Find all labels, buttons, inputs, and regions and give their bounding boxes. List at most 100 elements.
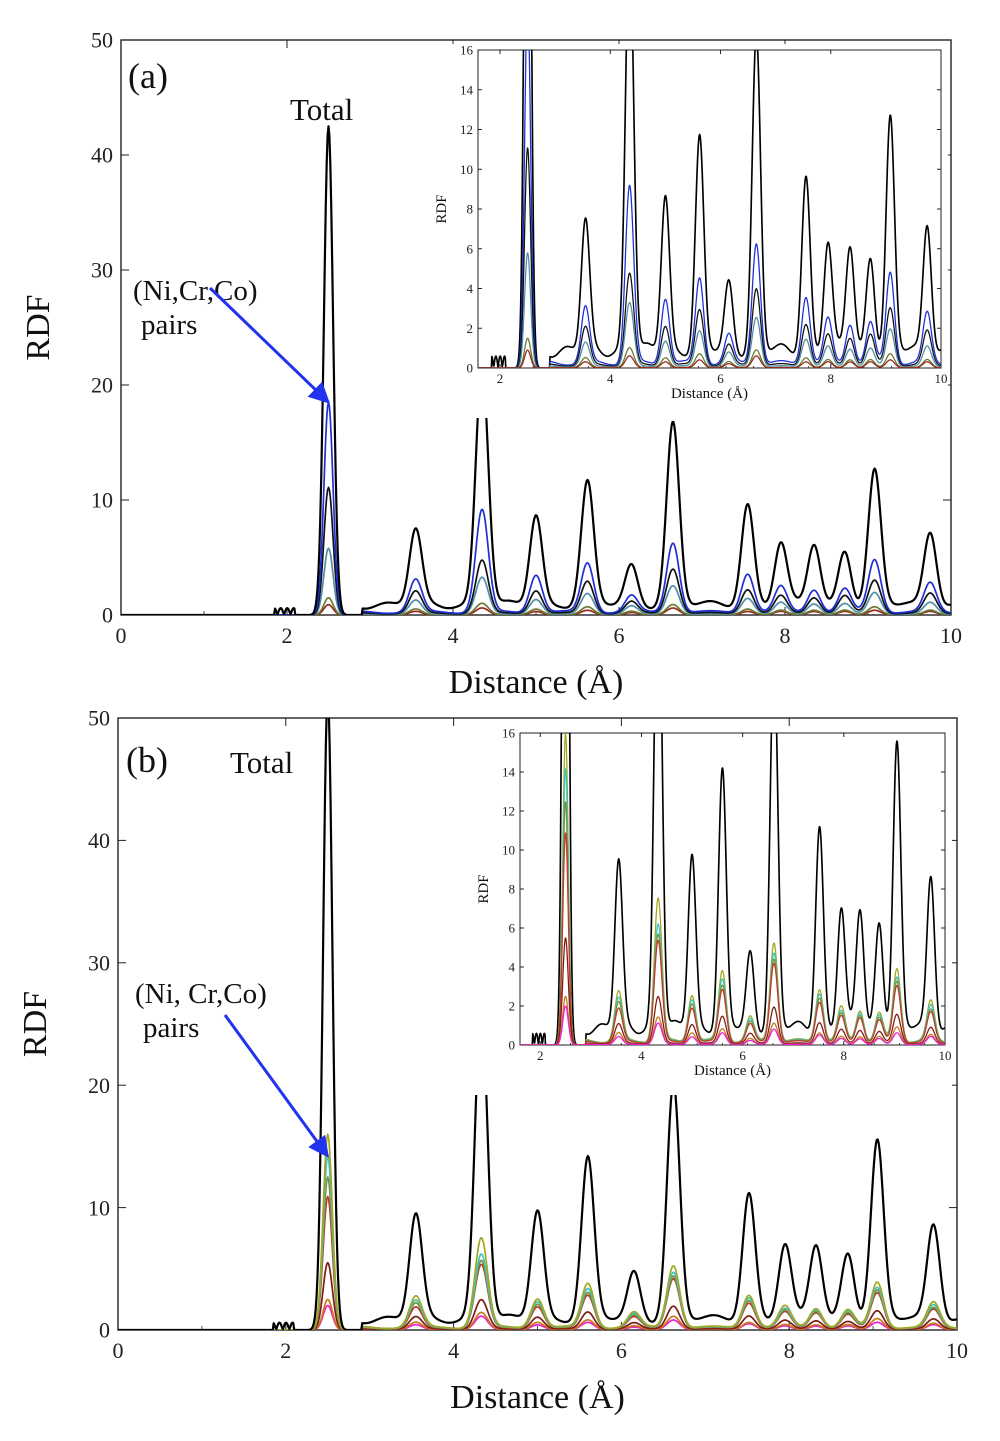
main-series-pair-b-line [121,486,951,615]
inset-y-tick-label: 6 [509,921,516,936]
total-label: Total [230,745,293,780]
inset-x-tick-label: 6 [739,1048,746,1063]
main-x-tick-label: 10 [946,1338,968,1363]
inset-y-tick-label: 16 [460,43,474,58]
main-x-tick-label: 8 [784,1338,795,1363]
main-y-tick-label: 10 [88,1195,110,1220]
inset-series-total-line [520,733,945,1045]
inset-series-pair-b-line [478,147,941,368]
inset-y-tick-label: 0 [509,1038,516,1053]
inset-x-tick-label: 2 [497,371,504,386]
inset-y-tick-label: 2 [467,321,474,336]
inset-x-tick-label: 8 [841,1048,848,1063]
inset-y-tick-label: 12 [502,804,515,819]
inset-x-tick-label: 10 [935,371,948,386]
inset-series-group [520,733,945,1045]
inset-y-tick-label: 0 [467,361,474,376]
pairs-arrow [223,1014,329,1158]
main-y-tick-label: 10 [91,488,113,513]
main-y-tick-label: 0 [102,603,113,628]
main-y-tick-label: 20 [88,1073,110,1098]
inset-y-tick-label: 8 [467,202,474,217]
main-x-tick-label: 6 [614,623,625,648]
main-y-tick-label: 30 [88,951,110,976]
inset-x-tick-label: 6 [717,371,724,386]
inset-series-pair-a-line [478,50,941,368]
inset-y-tick-label: 6 [467,241,474,256]
inset-y-tick-label: 4 [509,960,516,975]
inset-series-pair-e-line [520,937,945,1045]
inset-y-tick-label: 14 [502,765,516,780]
main-series-pair-c-line [121,547,951,615]
main-x-tick-label: 6 [616,1338,627,1363]
inset-series-pair-d-line [520,832,945,1045]
main-y-tick-label: 40 [91,143,113,168]
pairs-arrow [208,286,331,404]
inset-y-axis-title: RDF [434,194,450,223]
main-series-pair-d-line [118,1195,957,1330]
main-series-group [118,718,957,1330]
main-x-tick-label: 0 [116,623,127,648]
main-series-total-line [118,718,957,1330]
panel-label: (b) [126,740,168,780]
main-x-tick-label: 0 [113,1338,124,1363]
main-y-tick-label: 0 [99,1318,110,1343]
inset-y-tick-label: 12 [460,122,473,137]
main-series-pair-d-line [121,596,951,615]
inset-x-tick-label: 8 [828,371,835,386]
main-series-pair-f-line [118,1298,957,1330]
main-x-tick-label: 4 [448,623,459,648]
inset-x-tick-label: 4 [607,371,614,386]
inset-y-tick-label: 8 [509,882,516,897]
main-series-total-line [121,125,951,615]
main-x-tick-label: 10 [940,623,962,648]
inset-y-tick-label: 10 [502,843,515,858]
main-x-axis-title: Distance (Å) [450,1379,625,1416]
main-y-tick-label: 50 [88,706,110,731]
pairs-label-line1: (Ni,Cr,Co) [133,275,258,307]
inset-y-tick-label: 2 [509,999,516,1014]
main-series-pair-c-line [118,1176,957,1330]
main-y-tick-label: 20 [91,373,113,398]
main-series-pair-e-line [118,1261,957,1330]
inset-series-group [478,50,941,368]
main-series-pair-e-line [121,603,951,615]
main-y-axis-title: RDF [20,294,57,360]
panel-label: (a) [128,56,168,96]
inset-y-axis-title: RDF [476,874,492,903]
inset-series-pair-g-line [520,1005,945,1045]
main-series-pair-b-line [118,1155,957,1330]
main-y-tick-label: 30 [91,258,113,283]
main-series-pair-g-line [118,1304,957,1330]
inset-y-tick-label: 10 [460,162,473,177]
main-y-tick-label: 50 [91,28,113,53]
main-x-tick-label: 4 [448,1338,459,1363]
total-label: Total [290,92,353,127]
main-x-tick-label: 8 [780,623,791,648]
inset-x-tick-label: 4 [638,1048,645,1063]
main-y-tick-label: 40 [88,828,110,853]
pairs-label-line2: pairs [143,1012,199,1044]
pairs-label-line2: pairs [141,309,197,341]
main-series-pair-a-line [121,401,951,615]
inset-y-tick-label: 16 [502,726,516,741]
main-x-tick-label: 2 [282,623,293,648]
main-series-pair-a-line [118,1133,957,1330]
inset-x-tick-label: 10 [939,1048,952,1063]
inset-background [465,727,952,1095]
inset-y-tick-label: 4 [467,281,474,296]
main-y-axis-title: RDF [17,991,54,1057]
inset-y-tick-label: 14 [460,82,474,97]
inset-series-pair-c-line [478,252,941,368]
pairs-label-line1: (Ni, Cr,Co) [135,978,267,1010]
inset-series-pair-e-line [478,349,941,368]
main-x-axis-title: Distance (Å) [449,664,624,701]
inset-x-tick-label: 2 [537,1048,544,1063]
inset-series-total-line [478,50,941,368]
inset-x-axis-title: Distance (Å) [671,386,748,402]
main-x-tick-label: 2 [280,1338,291,1363]
